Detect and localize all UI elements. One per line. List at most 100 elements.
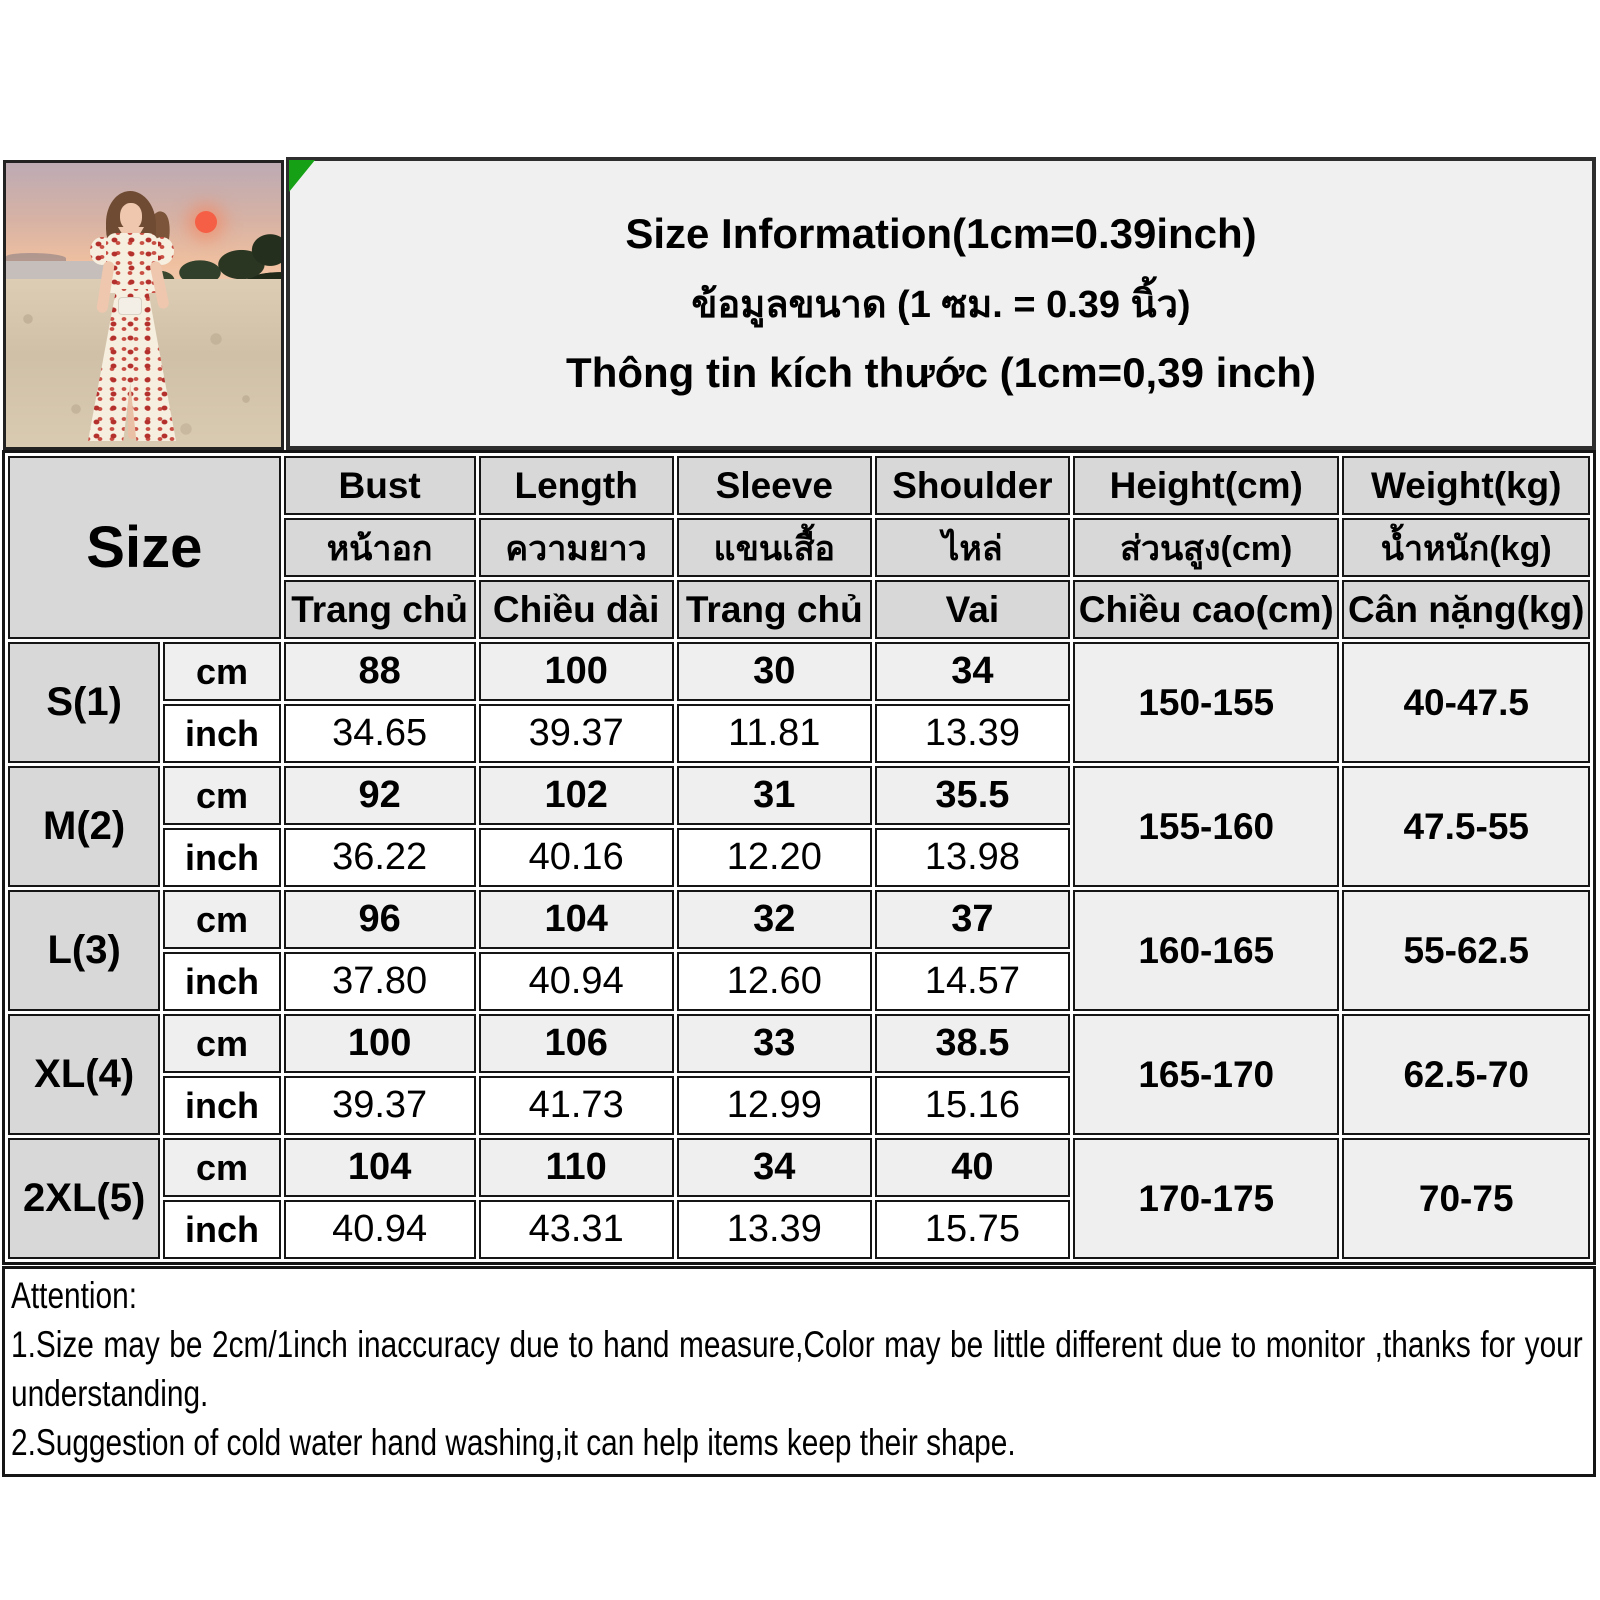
size-table: Size Bust Length Sleeve Shoulder Height(… (2, 450, 1596, 1265)
col-header-sleeve-th: แขนเสื้อ (676, 518, 872, 577)
sleeve-cm-cell: 31 (676, 766, 872, 825)
shoulder-cm-cell: 35.5 (874, 766, 1070, 825)
weight-range-cell: 55-62.5 (1342, 890, 1590, 1011)
shoulder-inch-cell: 14.57 (874, 952, 1070, 1011)
sleeve-cm-cell: 34 (676, 1138, 872, 1197)
col-header-height-th: ส่วนสูง(cm) (1072, 518, 1340, 577)
sleeve-inch-cell: 13.39 (676, 1200, 872, 1259)
table-row: S(1) cm 88 100 30 34 150-155 40-47.5 (8, 642, 1590, 763)
col-header-shoulder-vi: Vai (874, 580, 1070, 639)
size-row-label: M(2) (8, 766, 161, 887)
table-row: inch 40.94 43.31 13.39 15.75 (8, 1200, 1590, 1259)
size-row-label: L(3) (8, 890, 161, 1011)
bust-cm-cell: 96 (283, 890, 476, 949)
model (76, 191, 196, 441)
weight-range-cell: 47.5-55 (1342, 766, 1590, 887)
attention-note-1: 1.Size may be 2cm/1inch inaccuracy due t… (11, 1324, 1583, 1414)
unit-cell-cm: cm (163, 890, 281, 949)
model-leg (128, 387, 137, 439)
height-range-cell: 160-165 (1072, 890, 1340, 1011)
table-row: L(3) cm 96 104 32 37 160-165 55-62.5 (8, 890, 1590, 1011)
length-inch-cell: 39.37 (478, 704, 674, 763)
bust-cm-cell: 88 (283, 642, 476, 701)
unit-cell-cm: cm (163, 642, 281, 701)
sleeve-inch-cell: 11.81 (676, 704, 872, 763)
table-row: 2XL(5) cm 104 110 34 40 170-175 70-75 (8, 1138, 1590, 1259)
weight-range-cell: 70-75 (1342, 1138, 1590, 1259)
height-range-cell: 165-170 (1072, 1014, 1340, 1135)
col-header-bust-vi: Trang chủ (283, 580, 476, 639)
length-cm-cell: 100 (478, 642, 674, 701)
length-inch-cell: 43.31 (478, 1200, 674, 1259)
table-row: XL(4) cm 100 106 33 38.5 165-170 62.5-70 (8, 1014, 1590, 1135)
sleeve-inch-cell: 12.20 (676, 828, 872, 887)
sleeve-cm-cell: 33 (676, 1014, 872, 1073)
unit-cell-inch: inch (163, 828, 281, 887)
length-cm-cell: 110 (478, 1138, 674, 1197)
col-header-sleeve-en: Sleeve (676, 456, 872, 515)
col-header-bust-th: หน้าอก (283, 518, 476, 577)
shoulder-cm-cell: 34 (874, 642, 1070, 701)
unit-cell-inch: inch (163, 704, 281, 763)
length-cm-cell: 102 (478, 766, 674, 825)
size-row-label: XL(4) (8, 1014, 161, 1135)
unit-cell-cm: cm (163, 1014, 281, 1073)
col-header-sleeve-vi: Trang chủ (676, 580, 872, 639)
product-photo (3, 160, 284, 450)
table-row: inch 37.80 40.94 12.60 14.57 (8, 952, 1590, 1011)
distant-shore (6, 253, 66, 262)
sleeve-inch-cell: 12.60 (676, 952, 872, 1011)
size-chart-title-th: ข้อมูลขนาด (1 ซม. = 0.39 นิ้ว) (691, 284, 1191, 326)
size-corner-cell: Size (8, 456, 281, 639)
length-cm-cell: 106 (478, 1014, 674, 1073)
bust-inch-cell: 39.37 (283, 1076, 476, 1135)
attention-box: Attention: 1.Size may be 2cm/1inch inacc… (2, 1266, 1596, 1477)
col-header-weight-en: Weight(kg) (1342, 456, 1590, 515)
bust-cm-cell: 104 (283, 1138, 476, 1197)
table-row: inch 39.37 41.73 12.99 15.16 (8, 1076, 1590, 1135)
shoulder-inch-cell: 13.98 (874, 828, 1070, 887)
sleeve-cm-cell: 30 (676, 642, 872, 701)
col-header-height-vi: Chiều cao(cm) (1072, 580, 1340, 639)
title-panel: Size Information(1cm=0.39inch) ข้อมูลขนา… (286, 157, 1596, 450)
size-chart-title-vi: Thông tin kích thước (1cm=0,39 inch) (566, 349, 1316, 396)
bust-cm-cell: 100 (283, 1014, 476, 1073)
attention-heading: Attention: (11, 1275, 138, 1316)
shoulder-inch-cell: 15.75 (874, 1200, 1070, 1259)
shoulder-inch-cell: 15.16 (874, 1076, 1070, 1135)
size-row-label: 2XL(5) (8, 1138, 161, 1259)
shoulder-cm-cell: 38.5 (874, 1014, 1070, 1073)
bust-inch-cell: 36.22 (283, 828, 476, 887)
size-chart-title-en: Size Information(1cm=0.39inch) (625, 210, 1257, 257)
height-range-cell: 170-175 (1072, 1138, 1340, 1259)
col-header-length-vi: Chiều dài (478, 580, 674, 639)
length-cm-cell: 104 (478, 890, 674, 949)
table-row: M(2) cm 92 102 31 35.5 155-160 47.5-55 (8, 766, 1590, 887)
col-header-shoulder-en: Shoulder (874, 456, 1070, 515)
handbag (118, 297, 142, 315)
shoulder-inch-cell: 13.39 (874, 704, 1070, 763)
bust-cm-cell: 92 (283, 766, 476, 825)
length-inch-cell: 40.16 (478, 828, 674, 887)
length-inch-cell: 41.73 (478, 1076, 674, 1135)
bust-inch-cell: 34.65 (283, 704, 476, 763)
length-inch-cell: 40.94 (478, 952, 674, 1011)
col-header-length-en: Length (478, 456, 674, 515)
bust-inch-cell: 40.94 (283, 1200, 476, 1259)
model-face (120, 203, 142, 230)
sleeve-inch-cell: 12.99 (676, 1076, 872, 1135)
attention-note-2: 2.Suggestion of cold water hand washing,… (11, 1422, 1016, 1463)
green-corner-marker (289, 160, 315, 192)
col-header-weight-vi: Cân nặng(kg) (1342, 580, 1590, 639)
unit-cell-inch: inch (163, 1200, 281, 1259)
size-row-label: S(1) (8, 642, 161, 763)
col-header-weight-th: น้ำหนัก(kg) (1342, 518, 1590, 577)
sleeve-cm-cell: 32 (676, 890, 872, 949)
unit-cell-cm: cm (163, 766, 281, 825)
col-header-height-en: Height(cm) (1072, 456, 1340, 515)
weight-range-cell: 40-47.5 (1342, 642, 1590, 763)
height-range-cell: 150-155 (1072, 642, 1340, 763)
unit-cell-cm: cm (163, 1138, 281, 1197)
unit-cell-inch: inch (163, 952, 281, 1011)
